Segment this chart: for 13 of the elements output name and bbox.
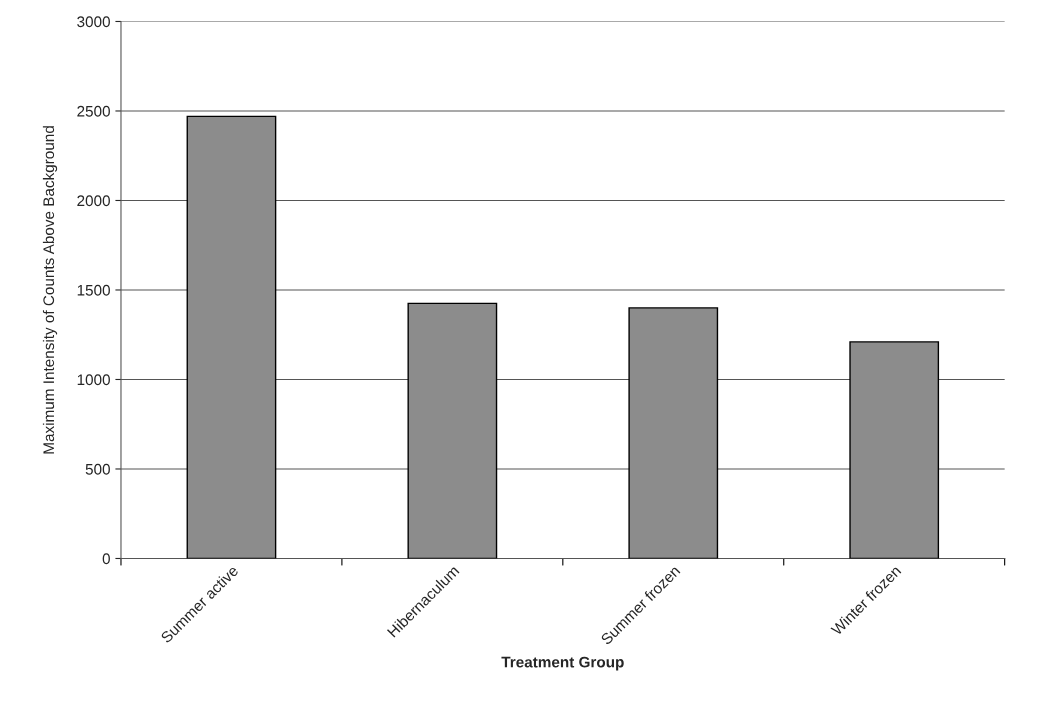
y-axis-title: Maximum Intensity of Counts Above Background [42, 126, 58, 454]
bar [407, 302, 498, 559]
y-tick-label: 1500 [77, 284, 110, 296]
y-tick-label: 1000 [77, 374, 110, 386]
y-tick-label: 3000 [77, 16, 110, 28]
y-tick-label: 500 [85, 463, 110, 475]
bar [628, 307, 719, 559]
bar [849, 341, 940, 559]
y-tick-label: 2000 [77, 195, 110, 207]
x-axis-title: Treatment Group [501, 656, 624, 671]
bar [186, 115, 277, 559]
y-tick-label: 0 [102, 553, 110, 565]
y-tick-label: 2500 [77, 105, 110, 117]
